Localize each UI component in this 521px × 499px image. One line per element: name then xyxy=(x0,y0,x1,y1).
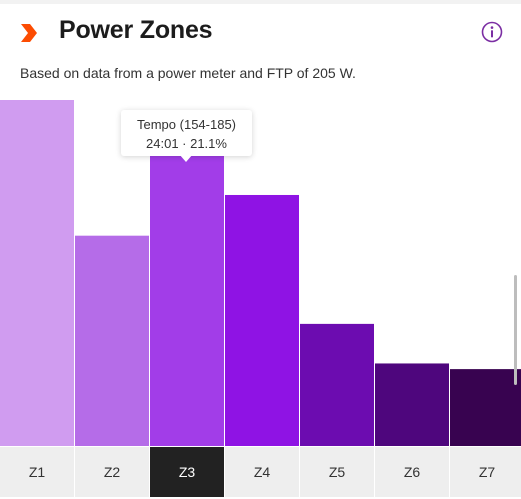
tick-label-z1[interactable]: Z1 xyxy=(29,464,46,480)
zone-tab-z3[interactable] xyxy=(150,447,224,497)
zone-tab-z5[interactable] xyxy=(300,447,374,497)
zone-tab-z2[interactable] xyxy=(75,447,149,497)
bar-z1[interactable] xyxy=(0,100,74,446)
tick-label-z3[interactable]: Z3 xyxy=(179,464,196,480)
chart-canvas: Z1 Z2 Z3 Z4 Z5 Z6 Z7 xyxy=(0,100,521,497)
zone-tab-z6[interactable] xyxy=(375,447,449,497)
top-divider xyxy=(0,0,521,4)
chart-subtitle: Based on data from a power meter and FTP… xyxy=(20,65,356,81)
info-icon xyxy=(481,21,503,43)
tick-label-z2[interactable]: Z2 xyxy=(104,464,121,480)
tooltip-pointer xyxy=(179,154,193,162)
bar-z3[interactable] xyxy=(150,155,224,447)
page-title: Power Zones xyxy=(59,16,213,44)
tooltip-zone-value: 24:01 · 21.1% xyxy=(146,136,227,151)
tick-label-z4[interactable]: Z4 xyxy=(254,464,271,480)
bar-z6[interactable] xyxy=(375,363,449,446)
bar-z2[interactable] xyxy=(75,235,149,446)
scrollbar[interactable] xyxy=(514,275,517,385)
tick-label-z6[interactable]: Z6 xyxy=(404,464,421,480)
power-zones-chart: Z1 Z2 Z3 Z4 Z5 Z6 Z7 xyxy=(0,92,521,499)
bar-z4[interactable] xyxy=(225,194,299,446)
bar-z7[interactable] xyxy=(450,369,521,446)
tooltip-zone-label: Tempo (154-185) xyxy=(137,117,236,132)
zone-tab-z4[interactable] xyxy=(225,447,299,497)
info-button[interactable] xyxy=(481,21,503,43)
zone-tab-z1[interactable] xyxy=(0,447,74,497)
bar-z5[interactable] xyxy=(300,323,374,446)
zone-tab-z7[interactable] xyxy=(450,447,521,497)
chevron-right-icon xyxy=(21,24,37,42)
tick-label-z5[interactable]: Z5 xyxy=(329,464,346,480)
tick-label-z7[interactable]: Z7 xyxy=(479,464,496,480)
zone-tooltip: Tempo (154-185) 24:01 · 21.1% xyxy=(121,110,252,162)
